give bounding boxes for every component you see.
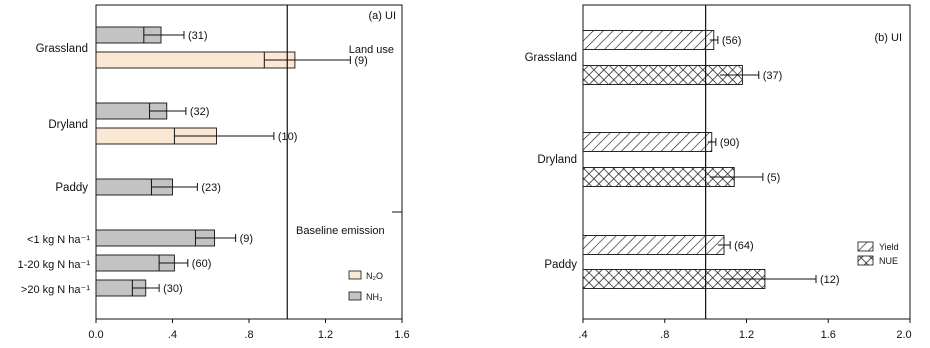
sample-size-label-yield-paddy: (64) — [734, 240, 754, 252]
sample-size-label-yield-grassland: (56) — [722, 35, 742, 47]
land-use-annotation: Land use — [349, 44, 394, 56]
x-tick-label: 1.6 — [394, 329, 409, 341]
legend-swatch-n2o — [348, 270, 362, 280]
legend-label-n2o: N₂O — [366, 271, 383, 281]
bar-yield-paddy — [582, 235, 725, 255]
sample-size-label-nh3-20-kg-n-ha: (30) — [163, 283, 183, 295]
sample-size-label-nue-grassland: (37) — [763, 70, 783, 82]
sample-size-label-nh3-1-kg-n-ha: (9) — [240, 233, 253, 245]
category-label-dryland: Dryland — [537, 154, 577, 166]
x-tick-label: .8 — [660, 329, 669, 341]
x-tick-label: 2.0 — [896, 329, 911, 341]
panel-a-label: (a) UI — [369, 10, 397, 22]
category-label-paddy: Paddy — [55, 182, 88, 194]
bar-yield-dryland — [582, 132, 713, 152]
baseline-emission-annotation: Baseline emission — [296, 225, 385, 237]
sample-size-label-nue-dryland: (5) — [767, 172, 780, 184]
legend: Yield NUE — [857, 241, 899, 266]
legend-swatch-nue — [857, 255, 874, 266]
category-label-high-n: >20 kg N ha⁻¹ — [21, 284, 90, 296]
legend-label-nh3: NH₃ — [366, 292, 383, 302]
x-tick-label: 1.6 — [821, 329, 836, 341]
panel-a: (a) UI Land use Baseline emission Grassl… — [18, 4, 410, 341]
sample-size-label-nh3-grassland: (31) — [188, 30, 208, 42]
x-tick-label: 1.2 — [318, 329, 333, 341]
panel-b: (b) UI Grassland Dryland Paddy .4 .8 1.2… — [525, 4, 912, 341]
category-label-low-n: <1 kg N ha⁻¹ — [27, 234, 90, 246]
sample-size-label-nue-paddy: (12) — [820, 274, 840, 286]
bar-yield-grassland — [582, 30, 715, 50]
bars-panel-b: (56) (90) (64) (37) (5) (12) — [582, 30, 840, 289]
category-label-paddy: Paddy — [544, 259, 577, 271]
x-tick-label: .8 — [244, 329, 253, 341]
legend-swatch-nh3 — [348, 291, 362, 301]
panel-b-label: (b) UI — [875, 32, 903, 44]
x-tick-label: 1.2 — [739, 329, 754, 341]
category-label-grassland: Grassland — [525, 52, 577, 64]
bar-nue-grassland — [582, 65, 743, 85]
category-label-mid-n: 1-20 kg N ha⁻¹ — [18, 259, 91, 271]
bars-panel-a: (9)(10)(31)(32)(23)(9)(60)(30) — [95, 26, 368, 297]
category-label-grassland: Grassland — [36, 43, 88, 55]
legend-swatch-yield — [857, 241, 874, 252]
sample-size-label-nh3-paddy: (23) — [201, 182, 221, 194]
x-tick-label: .4 — [578, 329, 587, 341]
category-label-dryland: Dryland — [48, 119, 88, 131]
legend-label-nue: NUE — [879, 256, 898, 266]
legend-label-yield: Yield — [879, 242, 899, 252]
legend: N₂O NH₃ — [348, 270, 383, 302]
sample-size-label-n2o-grassland: (9) — [354, 55, 367, 67]
sample-size-label-yield-dryland: (90) — [720, 137, 740, 149]
x-tick-label: 0.0 — [88, 329, 103, 341]
x-tick-label: .4 — [168, 329, 177, 341]
sample-size-label-nh3-1-20-kg-n-ha: (60) — [192, 258, 212, 270]
sample-size-label-nh3-dryland: (32) — [190, 106, 210, 118]
